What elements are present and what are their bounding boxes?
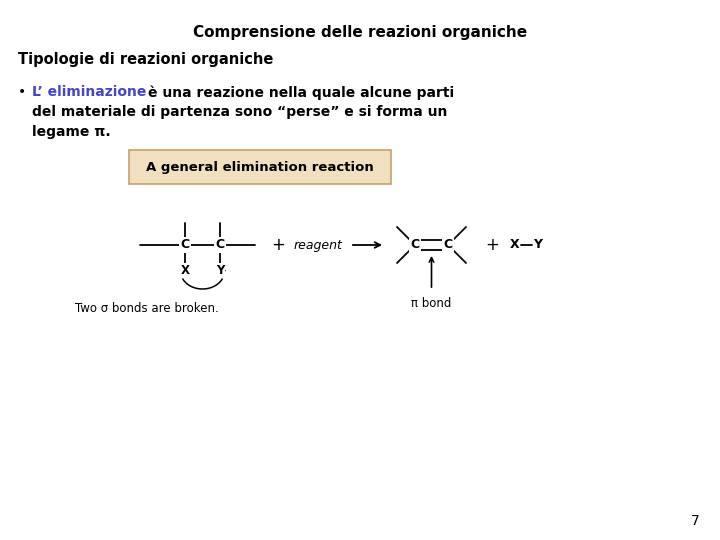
Text: C: C xyxy=(215,239,225,252)
Text: 7: 7 xyxy=(691,514,700,528)
Text: Two σ bonds are broken.: Two σ bonds are broken. xyxy=(75,302,219,315)
Text: reagent: reagent xyxy=(294,239,343,252)
Text: del materiale di partenza sono “perse” e si forma un: del materiale di partenza sono “perse” e… xyxy=(32,105,447,119)
Text: Y: Y xyxy=(216,265,224,278)
Text: Tipologie di reazioni organiche: Tipologie di reazioni organiche xyxy=(18,52,274,67)
Text: C: C xyxy=(410,239,420,252)
Text: L’ eliminazione: L’ eliminazione xyxy=(32,85,146,99)
Text: Y: Y xyxy=(534,239,542,252)
Text: π bond: π bond xyxy=(411,297,451,310)
Text: A general elimination reaction: A general elimination reaction xyxy=(146,160,374,173)
Text: X: X xyxy=(510,239,520,252)
Text: X: X xyxy=(181,265,189,278)
Text: +: + xyxy=(271,236,285,254)
Text: •: • xyxy=(18,85,26,99)
FancyBboxPatch shape xyxy=(129,150,391,184)
Text: legame π.: legame π. xyxy=(32,125,111,139)
Text: C: C xyxy=(181,239,189,252)
Text: C: C xyxy=(444,239,453,252)
Text: Comprensione delle reazioni organiche: Comprensione delle reazioni organiche xyxy=(193,25,527,40)
Text: +: + xyxy=(485,236,499,254)
Text: è una reazione nella quale alcune parti: è una reazione nella quale alcune parti xyxy=(148,85,454,99)
